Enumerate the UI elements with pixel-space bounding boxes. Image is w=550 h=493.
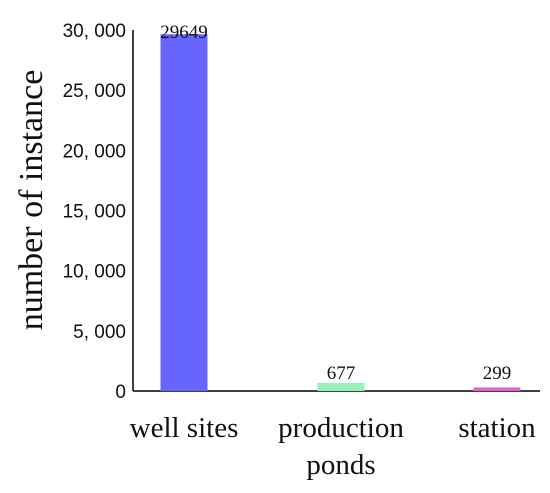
x-tick-label: well sites xyxy=(130,412,239,444)
data-label: 677 xyxy=(327,363,356,384)
x-tick-labels: well sites production ponds station xyxy=(130,412,537,481)
y-tick-label: 20, 000 xyxy=(63,141,126,162)
bar-production-ponds xyxy=(317,382,365,391)
bar-well-sites xyxy=(160,34,208,392)
data-label: 299 xyxy=(483,363,512,384)
y-tick-label: 0 xyxy=(115,382,126,403)
y-tick-label: 5, 000 xyxy=(73,322,126,343)
x-tick-label: station xyxy=(458,412,536,444)
y-tick-label: 10, 000 xyxy=(63,262,126,283)
y-axis-label: number of instance xyxy=(13,70,50,331)
x-tick-label: production xyxy=(278,412,404,444)
data-label: 29649 xyxy=(160,22,208,43)
bar-station xyxy=(473,387,521,391)
y-tick-label: 15, 000 xyxy=(63,202,126,223)
y-tick-label: 30, 000 xyxy=(63,21,126,42)
data-labels: 29649 677 299 xyxy=(160,22,511,384)
bars xyxy=(160,34,521,392)
y-tick-label: 25, 000 xyxy=(63,81,126,102)
x-tick-label: ponds xyxy=(306,449,375,481)
y-tick-labels: 0 5, 000 10, 000 15, 000 20, 000 25, 000 30, 0… xyxy=(63,21,126,403)
